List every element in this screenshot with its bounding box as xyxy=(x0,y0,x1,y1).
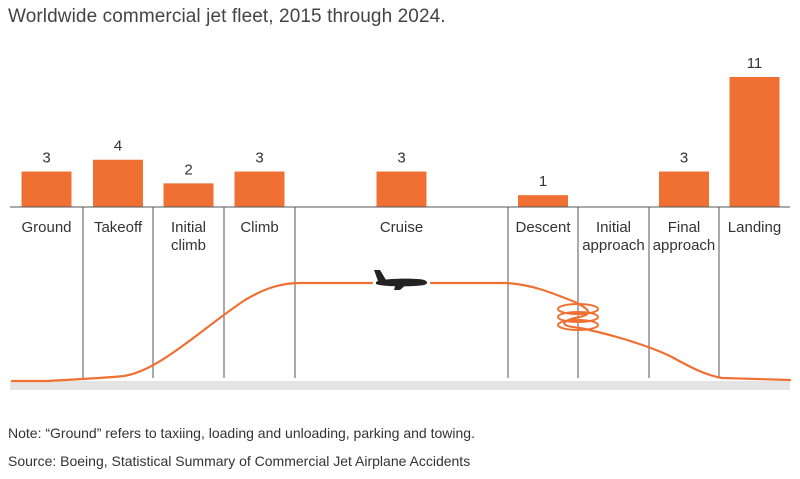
airplane-shape xyxy=(374,270,386,281)
bar-initial-climb xyxy=(163,183,214,207)
category-label: climb xyxy=(171,237,206,254)
airplane-shape xyxy=(394,283,408,290)
holding-loop xyxy=(557,303,599,315)
bar-value-label: 3 xyxy=(42,150,50,167)
category-label: Ground xyxy=(21,219,71,236)
bar-value-label: 3 xyxy=(680,150,688,167)
bar-cruise xyxy=(376,171,427,207)
chart-title: Worldwide commercial jet fleet, 2015 thr… xyxy=(8,6,446,27)
bar-takeoff xyxy=(93,159,143,207)
category-label: approach xyxy=(653,237,716,254)
bar-climb xyxy=(234,171,285,207)
flight-path-descent xyxy=(429,281,792,382)
bar-value-label: 1 xyxy=(539,173,547,190)
category-label: Initial xyxy=(171,219,206,236)
category-label: Final xyxy=(668,219,701,236)
bar-value-label: 2 xyxy=(184,161,192,178)
flight-path-climb xyxy=(10,281,374,383)
category-label: Landing xyxy=(728,219,781,236)
airplane-shape xyxy=(376,278,427,287)
bar-final-approach xyxy=(659,171,709,207)
footnote: Note: “Ground” refers to taxiing, loadin… xyxy=(8,425,475,441)
category-label: Descent xyxy=(515,219,571,236)
airplane-icon xyxy=(374,270,427,290)
bar-value-label: 4 xyxy=(114,138,122,155)
source-note: Source: Boeing, Statistical Summary of C… xyxy=(8,453,471,469)
category-label: approach xyxy=(582,237,645,254)
bar-value-label: 3 xyxy=(397,150,405,167)
bar-value-label: 11 xyxy=(747,55,763,72)
holding-loop xyxy=(557,319,599,331)
category-label: Cruise xyxy=(380,219,423,236)
ground-strip xyxy=(10,381,790,390)
category-label: Climb xyxy=(240,219,278,236)
category-label: Takeoff xyxy=(94,219,143,236)
bar-landing xyxy=(729,77,780,207)
category-label: Initial xyxy=(596,219,631,236)
bar-value-label: 3 xyxy=(255,150,263,167)
bar-ground xyxy=(21,171,72,207)
bar-descent xyxy=(518,195,568,207)
holding-loop xyxy=(557,311,599,323)
